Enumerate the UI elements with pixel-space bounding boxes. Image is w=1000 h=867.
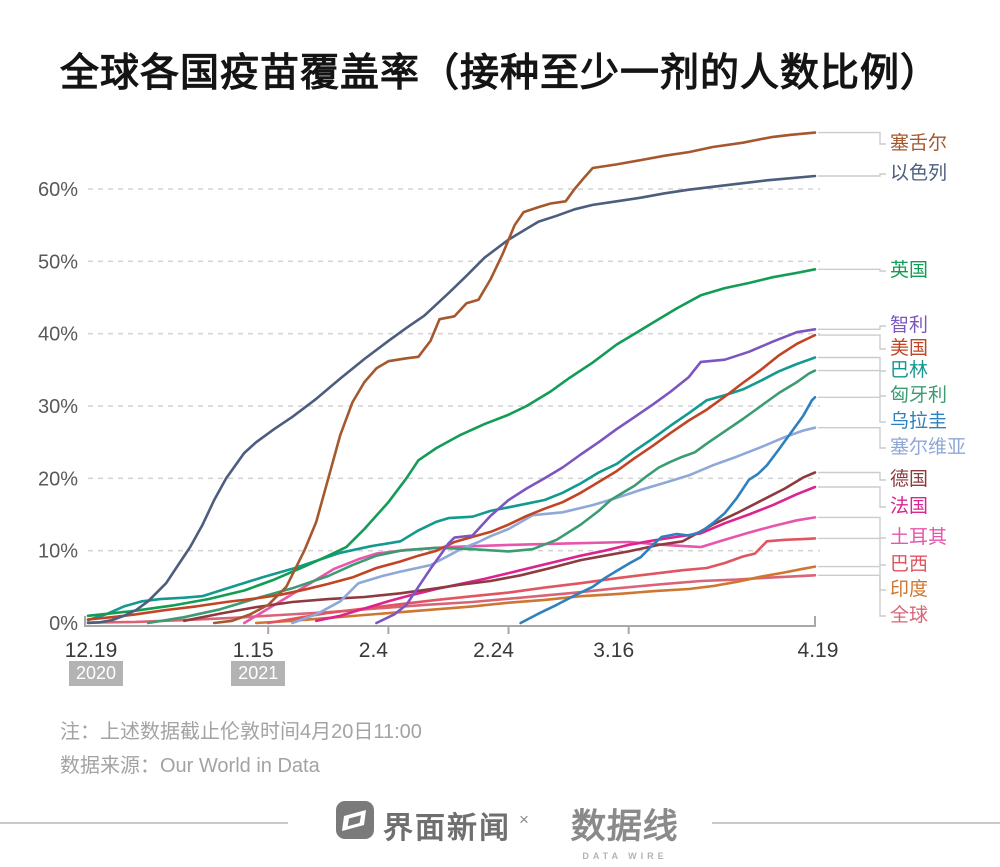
legend-label-chile: 智利 bbox=[890, 315, 929, 336]
legend-label-hungary: 匈牙利 bbox=[890, 385, 948, 406]
legend-connector-global bbox=[818, 574, 886, 617]
legend-label-usa: 美国 bbox=[890, 338, 929, 359]
legend-connector-uk bbox=[818, 268, 886, 272]
datawire-logo: 数据线 DATA WIRE bbox=[560, 798, 690, 861]
note-cutoff: 注：上述数据截止伦敦时间4月20日11:00 bbox=[60, 721, 422, 743]
x-tick-label-4.19: 4.19 bbox=[798, 639, 839, 662]
y-tick-label-20: 20% bbox=[38, 468, 78, 490]
vaccine-coverage-line-chart: 0% 10% 20% 30% 40% 50% 60% 12.19 1.15 2.4 2.24 3.16… bbox=[38, 131, 886, 662]
year-badge-2020: 2020 bbox=[68, 661, 124, 686]
series-line-global bbox=[86, 574, 817, 624]
legend-connector-seychelles bbox=[818, 131, 886, 145]
legend-label-global: 全球 bbox=[890, 605, 929, 626]
chart-title: 全球各国疫苗覆盖率（接种至少一剂的人数比例） bbox=[59, 52, 940, 95]
legend-label-brazil: 巴西 bbox=[890, 554, 929, 575]
series-line-germany bbox=[182, 471, 817, 623]
legend-connector-india bbox=[818, 565, 886, 591]
legend-label-uk: 英国 bbox=[890, 260, 929, 281]
y-tick-label-40: 40% bbox=[38, 324, 78, 346]
legend-connector-bahrain bbox=[818, 356, 886, 372]
legend-connector-serbia bbox=[818, 427, 886, 449]
legend-label-seychelles: 塞舌尔 bbox=[890, 133, 948, 154]
jiemian-news-logo-text: 界面新闻 bbox=[383, 812, 511, 845]
x-tick-label-1.15: 1.15 bbox=[233, 639, 274, 662]
x-tick-label-3.16: 3.16 bbox=[593, 639, 634, 662]
legend-connector-france bbox=[818, 486, 886, 508]
y-tick-label-50: 50% bbox=[38, 251, 78, 273]
legend-connector-usa bbox=[818, 334, 886, 350]
legend-label-germany: 德国 bbox=[890, 469, 929, 490]
series-line-chile bbox=[375, 328, 817, 625]
legend-connector-hungary bbox=[818, 369, 886, 397]
legend-connector-chile bbox=[818, 325, 886, 330]
legend-connector-turkey bbox=[818, 516, 886, 539]
footer-rule-right bbox=[712, 822, 1000, 824]
y-tick-label-0: 0% bbox=[49, 613, 78, 635]
series-line-israel bbox=[86, 174, 817, 625]
legend-label-bahrain: 巴林 bbox=[890, 360, 929, 381]
series-line-brazil bbox=[266, 537, 817, 625]
datawire-logo-caption: DATA WIRE bbox=[582, 851, 668, 861]
x-tick-label-2.4: 2.4 bbox=[359, 639, 389, 662]
y-tick-label-10: 10% bbox=[38, 541, 78, 563]
x-tick-label-12.19: 12.19 bbox=[65, 639, 118, 662]
footer-rule-left bbox=[0, 822, 288, 824]
year-badge-2021: 2021 bbox=[231, 661, 286, 686]
logo-separator: × bbox=[519, 810, 529, 829]
series-line-seychelles bbox=[212, 131, 817, 625]
legend-label-israel: 以色列 bbox=[890, 163, 948, 184]
x-tick-label-2.24: 2.24 bbox=[473, 639, 514, 662]
series-line-india bbox=[254, 565, 817, 625]
legend-connector-germany bbox=[818, 471, 886, 481]
legend-label-turkey: 土耳其 bbox=[890, 527, 948, 548]
series-line-uk bbox=[86, 268, 817, 618]
legend-label-india: 印度 bbox=[890, 579, 929, 600]
legend-label-serbia: 塞尔维亚 bbox=[890, 437, 967, 458]
jiemian-news-icon bbox=[336, 801, 374, 839]
legend-label-france: 法国 bbox=[890, 496, 929, 517]
datawire-logo-text: 数据线 bbox=[569, 807, 680, 846]
series-line-usa bbox=[86, 333, 817, 621]
legend-label-uruguay: 乌拉圭 bbox=[890, 411, 948, 432]
y-tick-label-30: 30% bbox=[38, 396, 78, 418]
series-line-serbia bbox=[291, 426, 817, 625]
x-axis-line bbox=[84, 616, 816, 627]
series-line-france bbox=[315, 485, 817, 623]
legend-connector-brazil bbox=[818, 537, 886, 566]
y-tick-label-60: 60% bbox=[38, 179, 78, 201]
series-line-uruguay bbox=[519, 396, 817, 625]
legend-connector-israel bbox=[818, 173, 886, 177]
note-source: 数据来源：Our World in Data bbox=[60, 755, 320, 777]
legend-connector-uruguay bbox=[818, 396, 886, 423]
series-line-hungary bbox=[146, 369, 817, 625]
